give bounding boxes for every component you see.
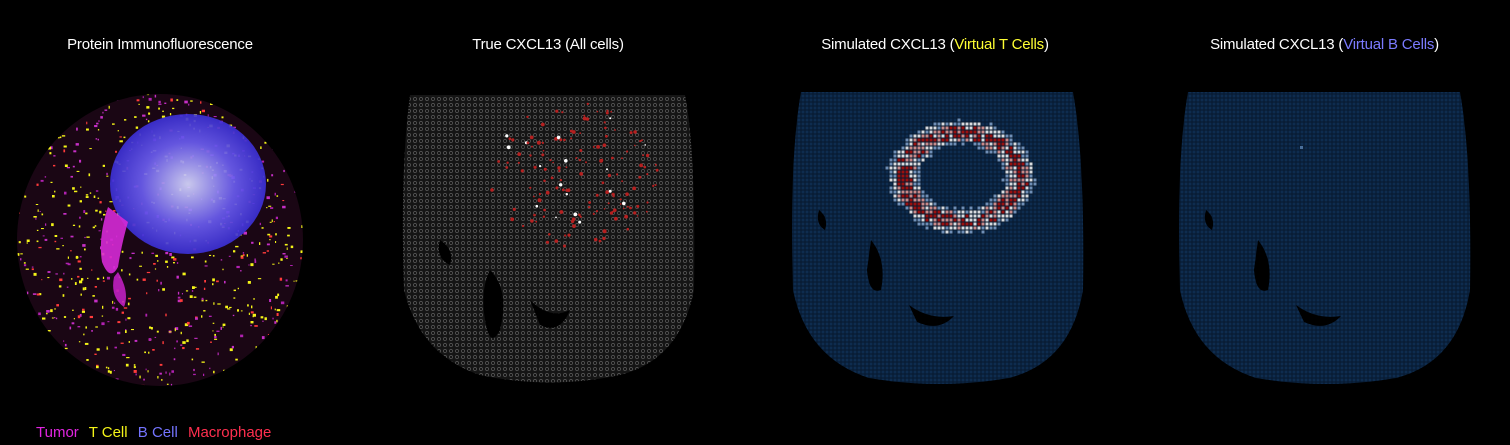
- panel-title: True CXCL13 (All cells): [398, 36, 698, 53]
- immunofluorescence-image: [17, 94, 303, 386]
- simulated-t-cell-grid: [792, 92, 1084, 384]
- panel-true-cxcl13: True CXCL13 (All cells): [398, 0, 698, 445]
- title-text: Simulated CXCL13 (: [821, 36, 955, 53]
- panel-title: Simulated CXCL13 (Virtual T Cells): [785, 36, 1085, 53]
- title-highlight: Virtual T Cells: [954, 36, 1044, 53]
- title-text-end: ): [1434, 36, 1439, 53]
- title-text: Protein Immunofluorescence: [67, 36, 253, 53]
- legend-b-cell: B Cell: [137, 424, 178, 441]
- panel-title: Protein Immunofluorescence: [0, 36, 320, 53]
- cell-type-legend: Tumor T Cell B Cell Macrophage: [36, 424, 277, 441]
- panel-simulated-t-cells: Simulated CXCL13 (Virtual T Cells): [785, 0, 1085, 445]
- panel-protein-if: Protein Immunofluorescence Tumor T Cell …: [0, 0, 320, 445]
- title-text: True CXCL13 (All cells): [472, 36, 624, 53]
- legend-macrophage: Macrophage: [187, 424, 272, 441]
- legend-t-cell: T Cell: [88, 424, 128, 441]
- true-cxcl13-image: [402, 95, 695, 383]
- legend-tumor: Tumor: [36, 424, 79, 441]
- panel-simulated-b-cells: Simulated CXCL13 (Virtual B Cells): [1172, 0, 1477, 445]
- simulated-b-cell-grid: [1179, 92, 1471, 384]
- title-highlight: Virtual B Cells: [1343, 36, 1435, 53]
- title-text: Simulated CXCL13 (: [1210, 36, 1344, 53]
- title-text-end: ): [1043, 36, 1049, 53]
- panel-title: Simulated CXCL13 (Virtual B Cells): [1172, 36, 1477, 53]
